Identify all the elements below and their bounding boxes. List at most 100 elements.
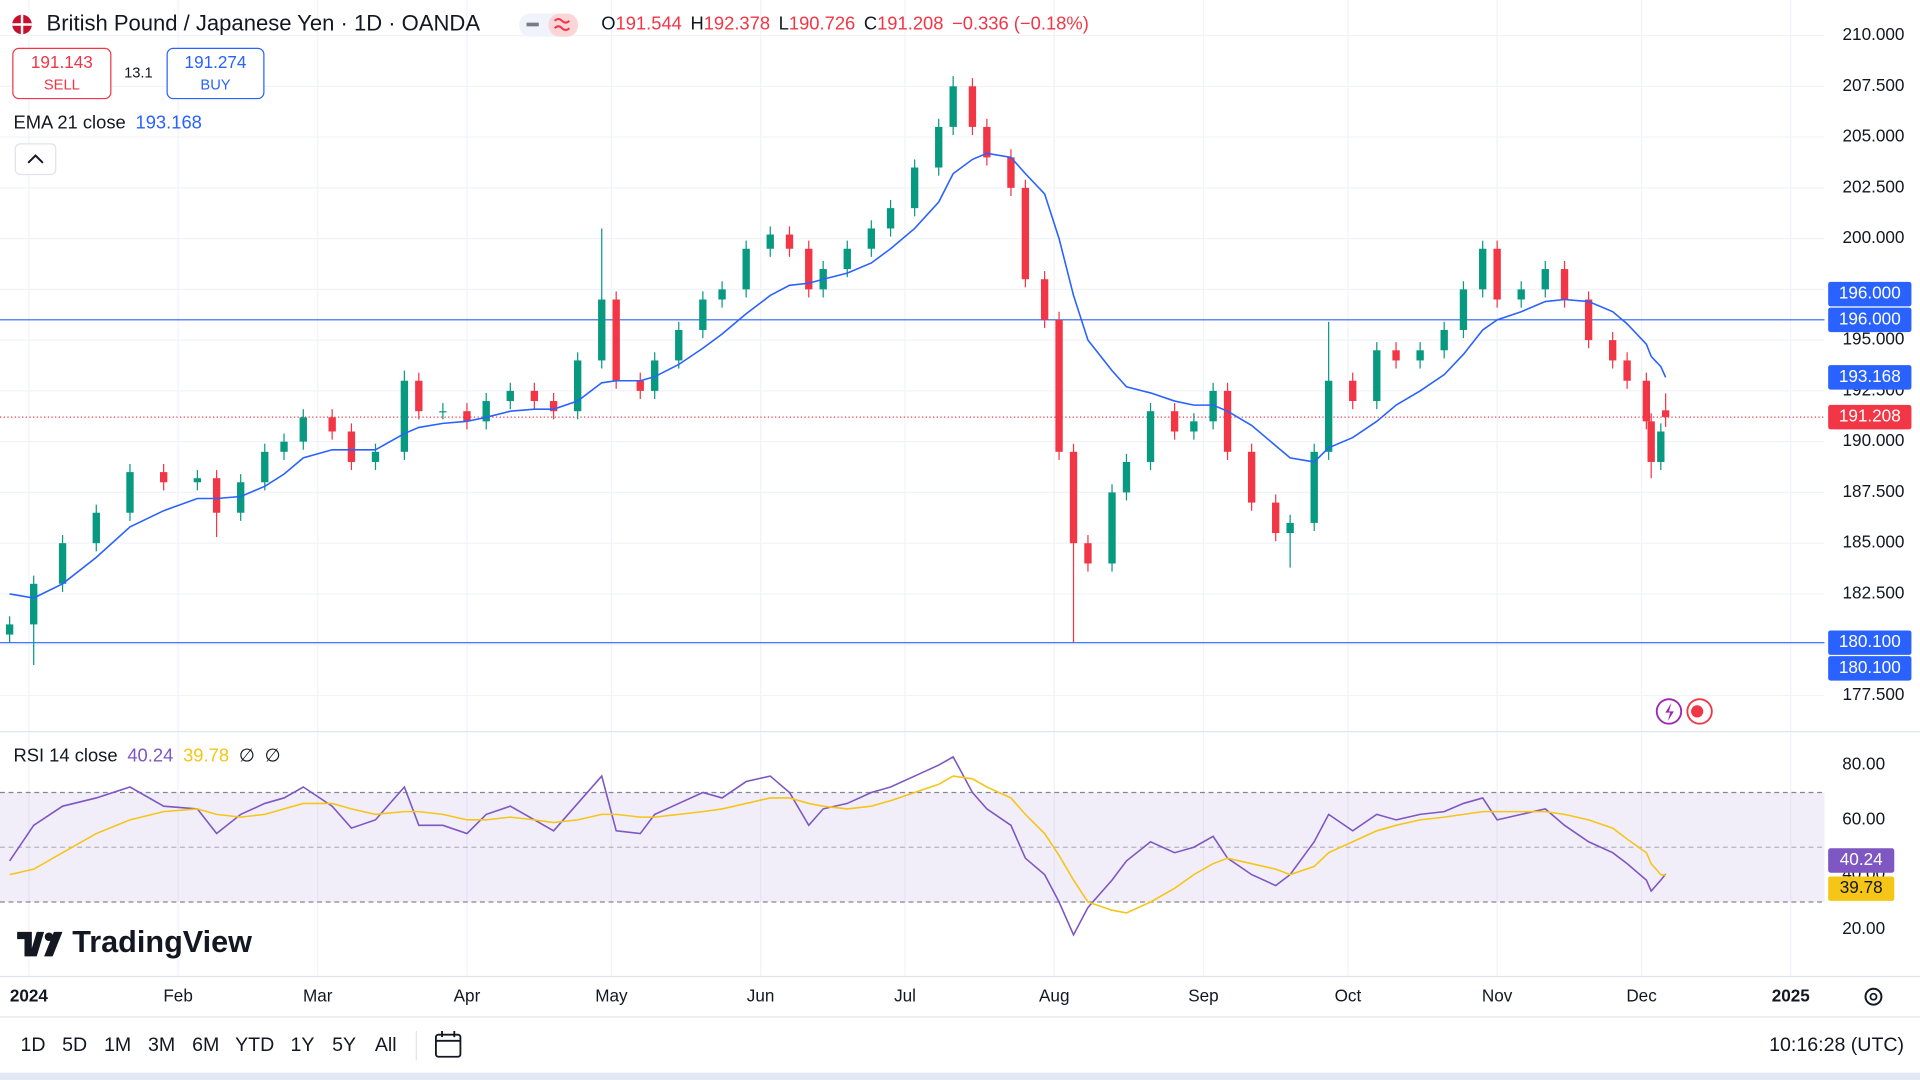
- candle-body: [1392, 350, 1400, 361]
- candle-body: [1459, 289, 1468, 330]
- candle-body: [612, 299, 620, 381]
- x-tick-label: Dec: [1626, 985, 1657, 1005]
- settings-icon: [1869, 992, 1878, 1001]
- candle-body: [742, 248, 750, 290]
- y-tick-label: 185.000: [1843, 532, 1905, 552]
- ema-value: 193.168: [136, 112, 202, 133]
- ohlc-key: H: [690, 12, 703, 33]
- candle-body: [968, 86, 977, 127]
- buy-button[interactable]: [166, 47, 265, 100]
- candle-body: [347, 431, 356, 462]
- x-tick-label: Oct: [1335, 985, 1362, 1005]
- y-tick-label: 202.500: [1843, 176, 1905, 196]
- rsi-tick-label: 60.00: [1842, 808, 1885, 828]
- rsi-legend[interactable]: RSI 14 close 40.24 39.78 ∅ ∅: [13, 745, 280, 766]
- ema-line: [9, 152, 1667, 599]
- candle-body: [371, 451, 380, 462]
- sell-label: SELL: [44, 78, 80, 94]
- candle-body: [126, 472, 134, 513]
- price-tag: [1828, 656, 1912, 681]
- range-button[interactable]: 6M: [192, 1034, 219, 1056]
- candle-body: [92, 512, 100, 544]
- candle-body: [549, 401, 558, 412]
- range-button[interactable]: 3M: [148, 1034, 175, 1056]
- symbol-icon-flag: [12, 14, 32, 35]
- candle-body: [1007, 157, 1015, 188]
- candle-body: [482, 401, 490, 422]
- toggle-icon: [554, 18, 571, 31]
- candle-body: [1223, 390, 1232, 452]
- bottom-strip: [0, 1072, 1920, 1080]
- candle-body: [1493, 248, 1501, 300]
- x-tick-label: 2024: [10, 985, 49, 1005]
- settings-icon[interactable]: [1864, 987, 1883, 1006]
- y-tick-label: 195.000: [1843, 329, 1905, 349]
- rsi-ma-value: 39.78: [183, 745, 229, 766]
- collapse-button[interactable]: [14, 143, 57, 176]
- candle-body: [30, 583, 38, 625]
- y-tick-label: 190.000: [1843, 430, 1905, 450]
- candle-body: [983, 126, 991, 158]
- range-button[interactable]: 5D: [62, 1034, 87, 1056]
- range-button[interactable]: 5Y: [332, 1034, 356, 1056]
- x-tick-label: Mar: [303, 985, 333, 1005]
- candle-body: [574, 360, 582, 412]
- range-button[interactable]: 1M: [104, 1034, 131, 1056]
- candle-body: [1584, 299, 1593, 341]
- spread: 13.1: [124, 65, 153, 81]
- rsi-tag-label: 39.78: [1840, 877, 1883, 897]
- range-button[interactable]: 1D: [21, 1034, 46, 1056]
- price-tag-label: 196.000: [1839, 308, 1901, 328]
- y-tick-label: 205.000: [1843, 126, 1905, 146]
- candle-body: [299, 417, 307, 442]
- y-tick-label: 210.000: [1843, 24, 1905, 44]
- candle-body: [785, 234, 794, 249]
- candle-body: [651, 360, 659, 391]
- clock[interactable]: 10:16:28 (UTC): [1769, 1034, 1904, 1056]
- sell-button[interactable]: [12, 47, 112, 100]
- candle-body: [1190, 421, 1198, 432]
- x-tick-label: Feb: [163, 985, 193, 1005]
- candle-body: [1647, 421, 1655, 462]
- rsi-title: RSI 14 close: [13, 745, 117, 766]
- date-range-icon: [435, 1031, 461, 1042]
- y-tick-label: 207.500: [1843, 75, 1905, 95]
- replay-icon-dot: [1691, 705, 1704, 718]
- candle-body: [1040, 279, 1049, 320]
- price-tag-label: 180.100: [1839, 657, 1901, 677]
- candle-body: [1661, 410, 1670, 418]
- ema-legend[interactable]: EMA 21 close 193.168: [13, 112, 201, 133]
- price-tag: [1828, 281, 1912, 307]
- range-button[interactable]: YTD: [235, 1034, 274, 1056]
- candle-body: [1055, 319, 1063, 452]
- rsi-na: ∅: [239, 745, 255, 766]
- candle-body: [886, 208, 895, 229]
- symbol-title[interactable]: British Pound / Japanese Yen · 1D · OAND…: [47, 10, 481, 35]
- candle-body: [506, 390, 514, 402]
- x-tick-label: Apr: [454, 985, 481, 1005]
- toggle-active: [548, 13, 578, 37]
- rsi-tick-label: 80.00: [1842, 754, 1885, 774]
- candle-body: [1108, 492, 1116, 564]
- y-tick-label: 187.500: [1843, 481, 1905, 501]
- logo-text[interactable]: TradingView: [72, 925, 252, 959]
- candle-body: [805, 248, 813, 290]
- candle-body: [328, 417, 336, 432]
- candle-body: [530, 390, 539, 402]
- ema-tag: [1828, 365, 1912, 390]
- candle-body: [1517, 289, 1525, 300]
- ohlc-key: O: [601, 12, 615, 33]
- range-button[interactable]: All: [375, 1034, 397, 1056]
- candle-body: [261, 451, 269, 483]
- candle-body: [1272, 502, 1280, 534]
- date-range-icon[interactable]: [435, 1033, 462, 1058]
- x-tick-label: Nov: [1482, 985, 1513, 1005]
- range-button[interactable]: 1Y: [290, 1034, 314, 1056]
- buy-label: BUY: [200, 78, 230, 94]
- candle-body: [1310, 451, 1318, 523]
- candle-body: [1373, 350, 1381, 402]
- grid: [0, 0, 1825, 976]
- x-tick-label: Sep: [1188, 985, 1218, 1005]
